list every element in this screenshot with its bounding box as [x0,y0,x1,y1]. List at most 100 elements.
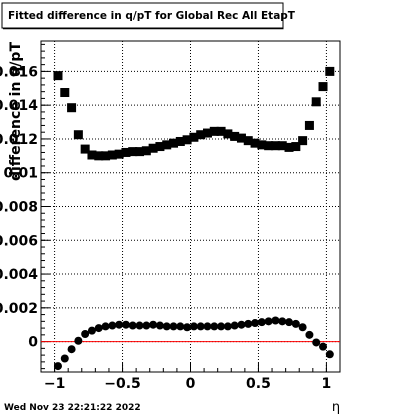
circle-marker [74,336,83,345]
circle-marker [135,321,144,330]
square-marker [277,141,287,151]
y-tick-label: 0.008 [0,200,38,216]
circle-marker [319,342,328,351]
circle-marker [128,321,137,330]
circle-marker [108,321,117,330]
square-marker [135,147,145,157]
y-tick-label: 0.004 [0,267,38,283]
square-marker [189,132,199,142]
square-marker [298,136,308,146]
x-tick-label: 1 [322,376,332,392]
circle-marker [298,323,307,332]
x-tick-label: 0.5 [246,376,271,392]
square-marker [257,140,267,150]
y-tick-label: 0.016 [0,64,38,80]
square-marker [250,138,260,148]
square-marker [80,144,90,154]
y-tick-label: 0.014 [0,98,38,114]
circle-marker [244,319,253,328]
square-marker [107,150,117,160]
circle-marker [312,338,321,347]
circle-marker [121,320,130,329]
circle-marker [251,319,260,328]
square-marker [304,120,314,130]
square-marker [155,142,165,152]
circle-marker [101,322,110,331]
circle-marker [189,322,198,331]
circle-marker [210,322,219,331]
y-tick-label: 0 [28,335,38,351]
x-tick-label: 0 [186,376,196,392]
circle-marker [149,320,158,329]
square-marker [270,141,280,151]
square-marker [169,138,179,148]
square-marker [325,66,335,76]
chart-title-box [1,2,284,29]
x-tick-label: −1 [44,376,65,392]
circle-marker [230,321,239,330]
square-marker [87,150,97,160]
square-marker [230,131,240,141]
tick-labels: −1 −0.5 0 0.5 1 0 0.002 0.004 0.006 0.008 0.01 0.01… [0,64,331,392]
circle-marker [183,323,192,332]
axis-ticks [40,43,341,372]
square-marker [94,151,104,161]
circle-marker [325,350,334,359]
x-axis-label: η [332,400,340,414]
square-marker [60,88,70,98]
circle-marker [264,317,273,326]
square-marker [114,149,124,159]
y-axis-label: difference in q/pT [8,42,24,181]
square-marker [264,141,274,151]
timestamp: Wed Nov 23 22:21:22 2022 [4,403,141,413]
square-marker [53,71,63,81]
square-marker [175,136,185,146]
square-marker [209,126,219,136]
circle-marker [87,326,96,335]
y-tick-label: 0.012 [0,132,38,148]
square-marker [216,126,226,136]
circle-marker [67,345,76,354]
square-marker [236,133,246,143]
circle-marker [285,318,294,327]
circle-marker [278,317,287,326]
square-marker [67,103,77,113]
circle-marker [203,322,212,331]
square-marker [101,151,111,161]
circle-marker [142,321,151,330]
y-tick-label: 0.006 [0,233,38,249]
circle-marker [60,354,69,363]
circle-marker [271,316,280,325]
circle-marker [94,324,103,333]
circle-marker [196,322,205,331]
square-marker [128,147,138,157]
circle-marker [115,320,124,329]
square-marker [182,135,192,145]
circle-marker [53,362,62,371]
square-marker [141,146,151,156]
circle-marker [176,322,185,331]
square-marker [223,129,233,139]
square-marker [318,82,328,92]
square-marker [73,130,83,140]
square-marker [121,147,131,157]
x-tick-label: −0.5 [104,376,141,392]
square-marker [243,136,253,146]
square-marker [291,142,301,152]
y-tick-label: 0.01 [3,166,38,182]
circle-marker [257,318,266,327]
square-marker [148,143,158,153]
data-points [53,66,335,371]
circle-marker [169,322,178,331]
square-marker [196,130,206,140]
square-marker [284,142,294,152]
circle-marker [291,319,300,328]
circle-marker [217,322,226,331]
circle-marker [162,322,171,331]
circle-marker [81,330,90,339]
square-marker [162,140,172,150]
chart-title: Fitted difference in q/pT for Global Rec… [8,10,296,22]
circle-marker [305,330,314,339]
circle-marker [223,322,232,331]
